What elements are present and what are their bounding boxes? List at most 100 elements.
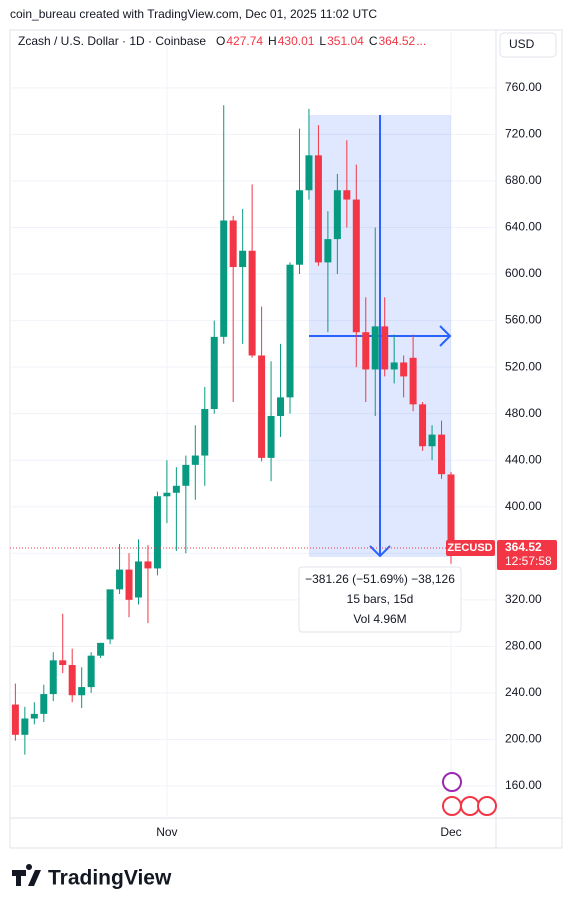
y-tick-label: 680.00 xyxy=(505,173,542,187)
y-tick-label: 240.00 xyxy=(505,685,542,699)
measure-change: −381.26 (−51.69%) −38,126 xyxy=(305,572,455,586)
candle-body xyxy=(220,220,228,337)
candle-body xyxy=(21,718,29,735)
y-tick-label: 320.00 xyxy=(505,592,542,606)
candle-body xyxy=(49,660,57,695)
measure-arrowhead xyxy=(439,325,452,347)
candle-body xyxy=(116,569,124,590)
candle-body xyxy=(30,713,38,719)
candle-body xyxy=(381,326,389,370)
candle-body xyxy=(438,434,446,475)
icon xyxy=(442,796,462,816)
frame xyxy=(9,29,563,849)
candle-body xyxy=(248,250,256,356)
brand: TradingView xyxy=(48,867,172,890)
y-tick-label: 400.00 xyxy=(505,499,542,513)
candle-body xyxy=(144,561,152,569)
x-tick-label: Dec xyxy=(440,825,461,839)
credit: coin_bureau created with TradingView.com… xyxy=(10,7,377,21)
measure-box-bg xyxy=(298,566,462,633)
candle-body xyxy=(153,496,161,569)
candle-body xyxy=(428,434,436,447)
ohlc-value: 364.52 xyxy=(378,34,415,48)
candle-body xyxy=(267,415,275,458)
y-tick-label: 600.00 xyxy=(505,266,542,280)
logo: TradingView xyxy=(12,863,172,890)
candle-body xyxy=(191,455,199,465)
y-tick-label: 640.00 xyxy=(505,220,542,234)
currency-button[interactable] xyxy=(499,32,557,58)
candle-body xyxy=(68,664,76,696)
y-tick-label: 760.00 xyxy=(505,80,542,94)
candle-body xyxy=(239,250,247,268)
measure-volume: Vol 4.96M xyxy=(353,612,406,626)
y-tick-label: 560.00 xyxy=(505,313,542,327)
ohlc-value: 427.74 xyxy=(226,34,263,48)
icon xyxy=(460,796,480,816)
candle-body xyxy=(390,362,398,370)
candle-body xyxy=(277,397,285,416)
ohlc-legend: O 427.74 H 430.01 L 351.04 C 364.52... xyxy=(216,34,426,48)
candle-body xyxy=(286,264,294,398)
y-tick-label: 720.00 xyxy=(505,127,542,141)
symbol: Zcash / U.S. Dollar · 1D · Coinbase xyxy=(18,34,206,48)
icon xyxy=(442,772,462,792)
candle-body xyxy=(172,485,180,493)
x-tick-label: Nov xyxy=(156,825,177,839)
candle-body xyxy=(163,492,171,497)
measure-bars: 15 bars, 15d xyxy=(347,592,414,606)
candle-body xyxy=(295,190,303,265)
icon xyxy=(477,796,497,816)
candle-body xyxy=(314,155,322,263)
ohlc-label: C xyxy=(369,34,378,48)
candle-body xyxy=(362,332,370,370)
y-tick-label: 440.00 xyxy=(505,452,542,466)
ellipsis: ... xyxy=(416,34,426,48)
ohlc-value: 430.01 xyxy=(278,34,315,48)
logo-mark xyxy=(12,863,41,886)
y-tick-label: 160.00 xyxy=(505,778,542,792)
candle-body xyxy=(371,326,379,370)
candle-body xyxy=(78,687,86,696)
symbol-tag: ZECUSD xyxy=(447,542,492,554)
y-axis: 160.00200.00240.00280.00320.00360.00400.… xyxy=(156,80,557,839)
candles xyxy=(10,105,496,755)
y-tick-label: 520.00 xyxy=(505,359,542,373)
candle-body xyxy=(229,220,237,268)
y-tick-label: 480.00 xyxy=(505,406,542,420)
candle-body xyxy=(305,155,313,191)
countdown: 12:57:58 xyxy=(505,554,552,568)
candle-body xyxy=(352,199,360,333)
candle-body xyxy=(210,336,218,410)
candle-body xyxy=(59,660,67,665)
measure-arrowhead xyxy=(369,545,391,558)
currency[interactable]: USD xyxy=(509,37,535,51)
candle-body xyxy=(40,694,48,714)
candle-body xyxy=(258,355,266,458)
candle-body xyxy=(106,589,114,640)
price-label: 364.52 xyxy=(505,540,542,554)
candle-body xyxy=(333,190,341,240)
measure-box: −381.26 (−51.69%) −38,126 15 bars, 15d V… xyxy=(298,566,462,633)
candle-body xyxy=(11,704,19,735)
measure-tool xyxy=(309,115,452,558)
ohlc-label: L xyxy=(319,34,326,48)
candle-body xyxy=(409,357,417,405)
symbol-tag-bg xyxy=(446,540,495,557)
candle-body xyxy=(343,190,351,200)
price-label-bg xyxy=(497,540,557,571)
indicator-icons xyxy=(442,772,497,816)
candle-body xyxy=(419,404,427,447)
y-tick-label: 200.00 xyxy=(505,732,542,746)
candle-body xyxy=(134,561,142,598)
candle-body xyxy=(97,642,105,656)
y-tick-label: 280.00 xyxy=(505,639,542,653)
candle-body xyxy=(201,409,209,456)
ohlc-value: 351.04 xyxy=(327,34,364,48)
ohlc-label: H xyxy=(268,34,277,48)
candle-body xyxy=(447,474,455,549)
candle-body xyxy=(182,464,190,486)
candle-body xyxy=(125,569,133,600)
